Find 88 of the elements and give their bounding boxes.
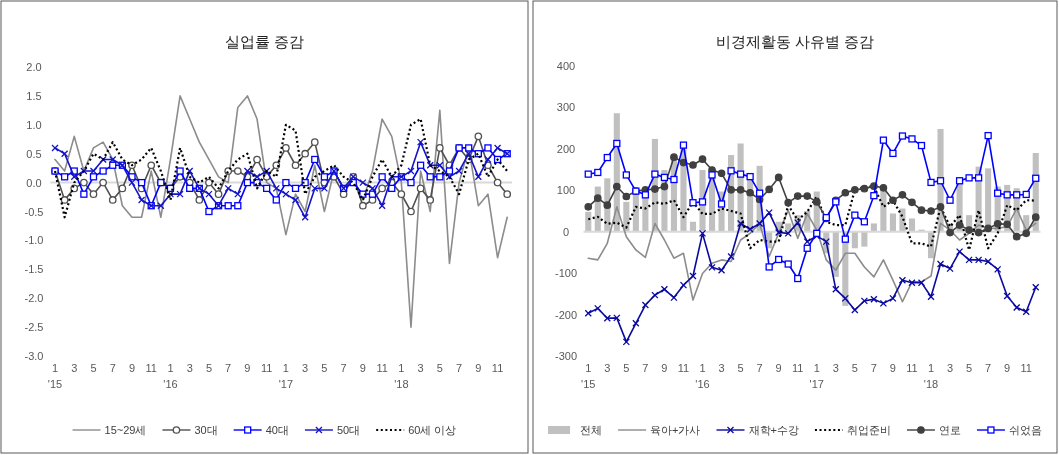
y-tick-label: -0.5 <box>24 205 44 218</box>
legend-label: 60세 이상 <box>408 424 457 436</box>
x-tick-label: 3 <box>946 362 954 374</box>
x-tick-label: 9 <box>889 362 896 374</box>
x-tick-label: 5 <box>623 362 630 374</box>
x-tick-label: 9 <box>775 362 782 374</box>
x-tick-label: 5 <box>436 362 443 374</box>
x-tick-label: 5 <box>851 362 858 374</box>
x-tick-label: 9 <box>475 362 482 374</box>
x-tick-label: 7 <box>225 362 232 374</box>
x-tick-label: 3 <box>302 362 309 374</box>
x-tick-label: 3 <box>417 362 424 374</box>
text: '18 <box>394 378 409 390</box>
x-tick-label: 1 <box>167 362 174 374</box>
x-tick-label: 1 <box>699 362 706 374</box>
x-tick-label: 1 <box>927 362 935 374</box>
x-tick-label: 9 <box>661 362 668 374</box>
y-tick-label: 0.0 <box>26 176 42 189</box>
legend-label: 육아+가사 <box>650 424 701 436</box>
x-tick-label: 7 <box>756 362 763 374</box>
y-tick-label: 0.5 <box>26 147 42 160</box>
legend-label: 15~29세 <box>104 424 147 436</box>
text: '17 <box>809 378 824 390</box>
x-tick-label: 7 <box>340 362 347 374</box>
chart-title: 실업률 증감 <box>224 33 305 50</box>
text: '15 <box>581 378 596 390</box>
y-tick-label: -3.0 <box>24 350 44 362</box>
x-tick-label: 11 <box>906 362 918 374</box>
y-tick-label: -2.5 <box>24 321 44 334</box>
x-tick-label: 11 <box>260 362 273 374</box>
y-tick-label: 1.5 <box>26 89 42 102</box>
legend-label: 50대 <box>336 424 361 436</box>
x-tick-label: 7 <box>109 362 116 374</box>
x-tick-label: 1 <box>282 362 289 374</box>
y-tick-label: 2.0 <box>26 61 42 73</box>
x-tick-label: 9 <box>244 362 251 374</box>
x-tick-label: 3 <box>71 362 78 374</box>
y-tick-label: -2.0 <box>24 292 44 305</box>
x-tick-label: 7 <box>870 362 877 374</box>
legend-label: 연로 <box>938 424 961 436</box>
x-tick-label: 11 <box>145 362 157 374</box>
x-tick-label: 11 <box>792 362 804 374</box>
x-tick-label: 3 <box>186 362 193 374</box>
x-tick-label: 7 <box>642 362 649 374</box>
text: '17 <box>278 378 294 390</box>
legend-label: 30대 <box>194 424 218 436</box>
x-tick-label: 3 <box>604 362 611 374</box>
x-tick-label: 7 <box>985 362 992 374</box>
x-tick-label: 11 <box>376 362 388 374</box>
x-tick-label: 1 <box>51 362 59 374</box>
y-tick-label: 0 <box>562 225 570 238</box>
x-tick-label: 5 <box>737 362 744 374</box>
x-tick-label: 11 <box>677 362 690 374</box>
x-tick-label: 5 <box>205 362 213 374</box>
y-tick-label: -1.5 <box>24 263 44 276</box>
x-tick-label: 1 <box>398 362 405 374</box>
text: '18 <box>923 378 939 390</box>
x-tick-label: 9 <box>359 362 366 374</box>
x-tick-label: 1 <box>585 362 592 374</box>
legend-label: 40대 <box>265 424 289 436</box>
y-tick-label: 300 <box>556 101 576 114</box>
x-tick-label: 5 <box>966 362 973 374</box>
x-tick-label: 3 <box>718 362 725 374</box>
y-tick-label: 400 <box>556 60 576 72</box>
y-tick-label: 200 <box>556 142 576 155</box>
y-tick-label: -300 <box>554 350 578 362</box>
y-tick-label: 100 <box>556 184 576 197</box>
y-tick-label: -1.0 <box>24 234 44 247</box>
x-tick-label: 5 <box>90 362 97 374</box>
x-tick-label: 9 <box>1004 362 1011 374</box>
legend-label: 전체 <box>580 424 603 436</box>
legend-label: 취업준비 <box>846 424 891 436</box>
chart-title: 비경제활동 사유별 증감 <box>715 33 875 50</box>
y-tick-label: 1.0 <box>26 118 42 131</box>
x-tick-label: 7 <box>456 362 463 374</box>
text: '15 <box>47 378 63 390</box>
x-tick-label: 11 <box>491 362 504 374</box>
x-tick-label: 9 <box>128 362 136 374</box>
legend-label: 재학+수강 <box>748 424 799 436</box>
x-tick-label: 5 <box>321 362 328 374</box>
x-tick-label: 1 <box>813 362 820 374</box>
text: '16 <box>695 378 710 390</box>
y-tick-label: -200 <box>554 308 578 321</box>
y-tick-label: -100 <box>554 267 578 280</box>
text: '16 <box>163 378 178 390</box>
x-tick-label: 11 <box>1020 362 1032 374</box>
legend-label: 쉬었음 <box>1008 424 1042 436</box>
x-tick-label: 3 <box>832 362 839 374</box>
